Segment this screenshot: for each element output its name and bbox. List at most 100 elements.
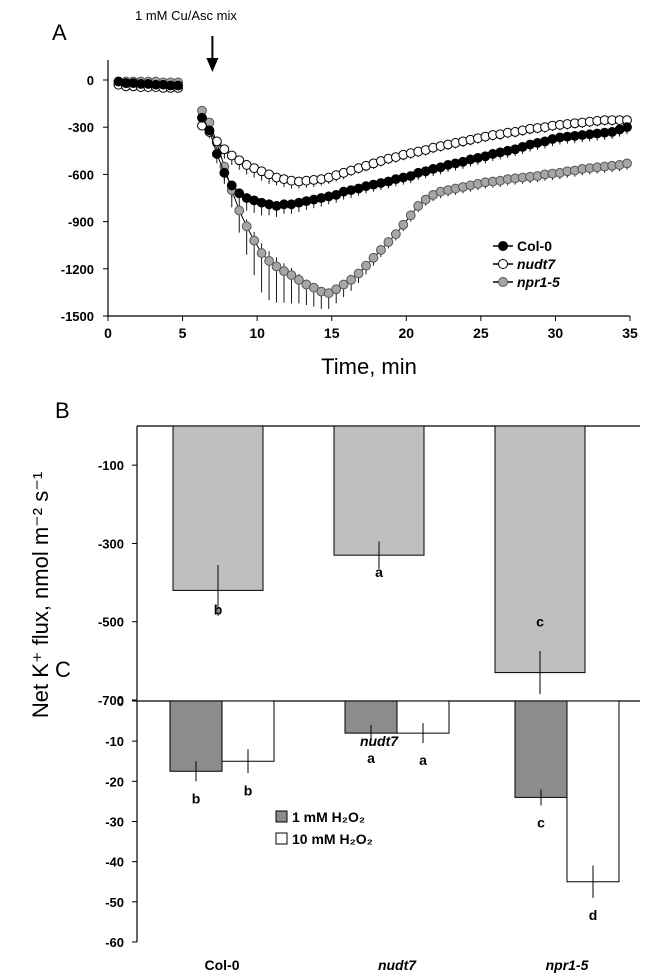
data-point (286, 270, 297, 280)
data-point (279, 266, 289, 277)
significance-letter: b (192, 790, 201, 806)
panel-a-x-tick-label: 35 (622, 325, 638, 341)
panel-c-y-tick-label: -20 (105, 774, 124, 789)
arrow-head (206, 58, 219, 72)
legend-marker (498, 259, 508, 269)
legend-label: 1 mM H₂O₂ (292, 809, 365, 825)
panel-a-x-tick-label: 15 (324, 325, 340, 341)
significance-letter: c (536, 614, 544, 630)
category-label: Col-0 (205, 957, 240, 973)
panel-b-y-tick-label: -500 (98, 615, 124, 630)
data-point (219, 144, 230, 155)
panel-c-bar-chart: C 0 -10 -20 -30 -40 -50 -60 b a c b a d Col-0 nudt7 np… (55, 657, 640, 973)
panel-b-y-tick-label: -700 (98, 693, 124, 708)
panel-c-bars: b a c b a d Col-0 nudt7 npr1-5 (169, 700, 620, 973)
significance-letter: d (589, 907, 598, 923)
bar (494, 425, 586, 674)
series-col-0 (113, 76, 632, 211)
panel-a-x-tick-label: 20 (398, 325, 414, 341)
data-point (271, 261, 282, 272)
data-point (338, 279, 349, 290)
category-label: nudt7 (360, 733, 399, 749)
data-point (294, 274, 304, 285)
data-point (173, 80, 183, 91)
bar (333, 425, 425, 556)
significance-letter: b (214, 601, 223, 617)
panel-a-y-tick-label: -1500 (61, 309, 94, 324)
panel-b-bars: bCol-0anudt7cnpr1-5 (172, 425, 586, 749)
legend-swatch (275, 810, 288, 823)
legend-marker (498, 277, 508, 287)
category-label: npr1-5 (546, 957, 589, 973)
data-point (383, 237, 394, 247)
significance-letter: a (367, 750, 375, 766)
data-point (234, 188, 245, 199)
panel-a-y-tick-label: -1200 (61, 262, 94, 277)
legend-label: nudt7 (517, 256, 556, 272)
panel-a-x-tick-label: 25 (473, 325, 489, 341)
data-point (323, 288, 334, 299)
panel-a-x-tick-label: 30 (548, 325, 564, 341)
panel-c-y-tick-label: -30 (105, 815, 124, 830)
panel-a-legend: Col-0 nudt7 npr1-5 (493, 238, 560, 290)
panel-a-label: A (52, 20, 67, 45)
significance-letter: c (537, 814, 545, 830)
data-point (226, 150, 237, 161)
significance-letter: b (244, 782, 253, 798)
data-point (346, 274, 357, 285)
series-line (201, 117, 628, 207)
panel-b-bar-chart: B -100-300-500-700 bCol-0anudt7cnpr1-5 (55, 398, 640, 749)
data-point (420, 194, 431, 205)
data-point (353, 268, 364, 279)
panel-a-y-tick-label: 0 (87, 73, 94, 88)
data-point (390, 229, 401, 240)
panel-a-x-tick-label: 10 (249, 325, 265, 341)
data-point (264, 256, 274, 266)
panel-a-x-axis-label: Time, min (321, 354, 417, 379)
data-point (197, 112, 207, 123)
series-nudt7 (113, 79, 632, 187)
data-point (622, 158, 632, 169)
y-axis-title: Net K⁺ flux, nmol m⁻² s⁻¹ (28, 472, 53, 718)
data-point (249, 235, 260, 246)
treatment-annotation: 1 mM Cu/Asc mix (135, 8, 237, 23)
bar (566, 700, 620, 883)
data-point (368, 252, 379, 263)
data-point (413, 200, 424, 211)
panel-b-y-tick-label: -100 (98, 458, 124, 473)
panel-c-y-tick-label: 0 (117, 694, 124, 709)
data-point (376, 245, 386, 255)
panel-c-y-tick-label: -40 (105, 855, 124, 870)
significance-letter: a (419, 752, 427, 768)
panel-c-y-tick-label: -50 (105, 895, 124, 910)
data-point (622, 122, 632, 133)
panel-c-y-tick-label: -10 (105, 734, 124, 749)
panel-a-line-chart: A 1 mM Cu/Asc mix 0 5 10 15 20 25 30 35 0 -300 -60… (52, 8, 638, 379)
significance-letter: a (375, 564, 383, 580)
legend-label: npr1-5 (517, 274, 560, 290)
panel-a-y-tick-label: -300 (68, 120, 94, 135)
panel-a-series (113, 76, 632, 299)
panel-a-x-tick-label: 5 (179, 325, 187, 341)
data-point (331, 284, 342, 295)
bar (514, 700, 568, 798)
data-point (308, 282, 319, 293)
panel-a-x-tick-label: 0 (104, 325, 112, 341)
treatment-arrow (206, 36, 219, 72)
data-point (234, 155, 245, 166)
category-label: nudt7 (378, 957, 417, 973)
data-point (226, 180, 237, 191)
panel-c-label: C (55, 657, 71, 682)
panel-c-y-tick-label: -60 (105, 935, 124, 950)
data-point (204, 125, 215, 136)
legend-label: Col-0 (517, 238, 552, 254)
data-point (241, 221, 252, 232)
legend-marker (498, 241, 508, 251)
data-point (256, 248, 267, 258)
legend-label: 10 mM H₂O₂ (292, 831, 373, 847)
bar (172, 425, 264, 591)
legend-swatch (275, 832, 288, 845)
data-point (405, 210, 416, 221)
panel-a-y-tick-label: -600 (68, 167, 94, 182)
